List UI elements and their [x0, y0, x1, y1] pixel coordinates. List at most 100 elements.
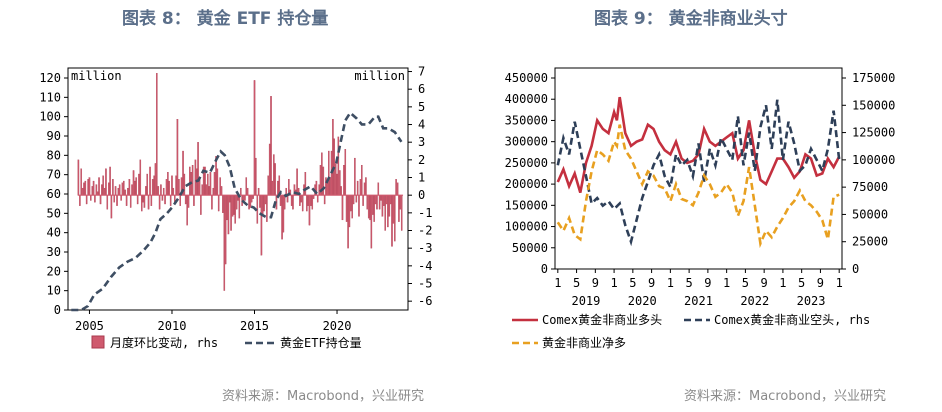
- monthly-change-bar: [358, 195, 360, 217]
- monthly-change-bar: [131, 184, 133, 196]
- right-axis-tick-label: 75000: [852, 180, 888, 194]
- left-axis-tick-label: 350000: [505, 113, 548, 127]
- right-axis-tick-label: 7: [418, 65, 425, 79]
- left-axis-tick-label: 110: [39, 90, 61, 104]
- monthly-change-bar: [310, 195, 312, 206]
- monthly-change-bar: [356, 180, 359, 196]
- left-axis-tick-label: 100: [39, 110, 61, 124]
- left-axis-tick-label: 0: [54, 303, 61, 317]
- left-chart-source: 资料来源：Macrobond，兴业研究: [222, 389, 425, 404]
- monthly-change-bar: [105, 168, 107, 196]
- monthly-change-bar: [290, 195, 293, 206]
- monthly-change-bar: [99, 195, 102, 205]
- x-axis-tick-label: 1: [836, 276, 843, 290]
- monthly-change-bar: [389, 195, 392, 205]
- right-axis-tick-label: 6: [418, 82, 425, 96]
- monthly-change-bar: [238, 195, 241, 219]
- x-axis-tick-label: 2020: [323, 319, 352, 333]
- monthly-change-bar: [323, 195, 326, 205]
- left-axis-tick-label: 60: [47, 187, 61, 201]
- monthly-change-bar: [355, 195, 358, 203]
- monthly-change-bar: [396, 182, 399, 196]
- left-chart-title: 图表 8： 黄金 ETF 持仓量: [122, 9, 329, 29]
- monthly-change-bar: [318, 184, 320, 196]
- right-axis-tick-label: 3: [418, 135, 425, 149]
- monthly-change-bar: [339, 170, 341, 196]
- monthly-change-bar: [384, 195, 386, 231]
- monthly-change-bar: [125, 195, 128, 206]
- monthly-change-bar: [306, 195, 308, 212]
- monthly-change-bar: [341, 195, 344, 221]
- monthly-change-bar: [380, 195, 382, 201]
- monthly-change-bar: [359, 179, 362, 196]
- monthly-change-bar: [222, 195, 224, 213]
- monthly-change-bar: [227, 195, 230, 235]
- monthly-change-bar: [117, 187, 120, 196]
- monthly-change-bar: [332, 119, 334, 196]
- left-axis-tick-label: 40: [47, 226, 61, 240]
- monthly-change-bar: [154, 163, 157, 196]
- monthly-change-bar: [282, 195, 285, 233]
- monthly-change-bar: [132, 170, 135, 196]
- monthly-change-bar: [201, 184, 203, 196]
- monthly-change-bar: [267, 175, 269, 196]
- monthly-change-bar: [311, 195, 314, 210]
- monthly-change-bar: [264, 195, 267, 205]
- monthly-change-bar: [157, 186, 160, 196]
- monthly-change-bar: [160, 184, 162, 196]
- monthly-change-bar: [95, 184, 98, 196]
- monthly-change-bar: [198, 179, 201, 196]
- monthly-change-bar: [138, 173, 140, 196]
- monthly-change-bar: [266, 195, 268, 222]
- monthly-change-bar: [135, 177, 137, 196]
- left-axis-tick-label: 120: [39, 71, 61, 85]
- monthly-change-bar: [81, 187, 84, 196]
- monthly-change-bar: [178, 179, 180, 196]
- monthly-change-bar: [207, 173, 209, 196]
- monthly-change-bar: [94, 195, 96, 203]
- right-axis-tick-label: 4: [418, 118, 425, 132]
- x-axis-tick-label: 5: [798, 276, 805, 290]
- x-axis-year-label: 2019: [571, 294, 600, 308]
- monthly-change-bar: [124, 189, 127, 196]
- monthly-change-bar: [226, 195, 228, 221]
- monthly-change-bar: [205, 184, 208, 196]
- monthly-change-bar: [377, 182, 380, 196]
- monthly-change-bar: [151, 179, 154, 196]
- monthly-change-bar: [186, 195, 188, 226]
- monthly-change-bar: [216, 168, 219, 196]
- monthly-change-bar: [114, 186, 117, 196]
- monthly-change-bar: [363, 182, 366, 196]
- monthly-change-bar: [113, 195, 115, 203]
- monthly-change-bar: [141, 195, 143, 212]
- right-axis-tick-label: 125000: [852, 126, 895, 140]
- net-long-line: [556, 124, 840, 249]
- x-axis-year-label: 2022: [740, 294, 769, 308]
- monthly-change-bar: [263, 195, 265, 212]
- left-axis-tick-label: 90: [47, 129, 61, 143]
- right-axis-unit-label: million: [354, 69, 405, 83]
- monthly-change-bar: [153, 175, 155, 196]
- monthly-change-bar: [83, 182, 85, 196]
- monthly-change-bar: [268, 143, 271, 196]
- monthly-change-bar: [220, 186, 223, 196]
- left-axis-tick-label: 450000: [505, 71, 548, 85]
- x-axis-tick-label: 5: [742, 276, 749, 290]
- monthly-change-bar: [234, 195, 236, 224]
- x-axis-tick-label: 9: [704, 276, 711, 290]
- x-axis-tick-label: 5: [629, 276, 636, 290]
- monthly-change-bar: [235, 195, 238, 210]
- monthly-change-bar: [187, 195, 190, 208]
- left-axis-tick-label: 50: [47, 206, 61, 220]
- monthly-change-bar: [273, 154, 275, 196]
- monthly-change-bar: [300, 195, 302, 203]
- x-axis-tick-label: 1: [610, 276, 617, 290]
- monthly-change-bar: [349, 195, 352, 212]
- left-axis-tick-label: 20: [47, 264, 61, 278]
- right-chart-title: 图表 9： 黄金非商业头寸: [594, 9, 788, 29]
- right-axis-tick-label: -3: [418, 241, 432, 255]
- monthly-change-bar: [164, 195, 166, 205]
- monthly-change-bar: [200, 195, 202, 215]
- right-axis-tick-label: 0: [852, 262, 859, 276]
- monthly-change-bar: [304, 172, 307, 196]
